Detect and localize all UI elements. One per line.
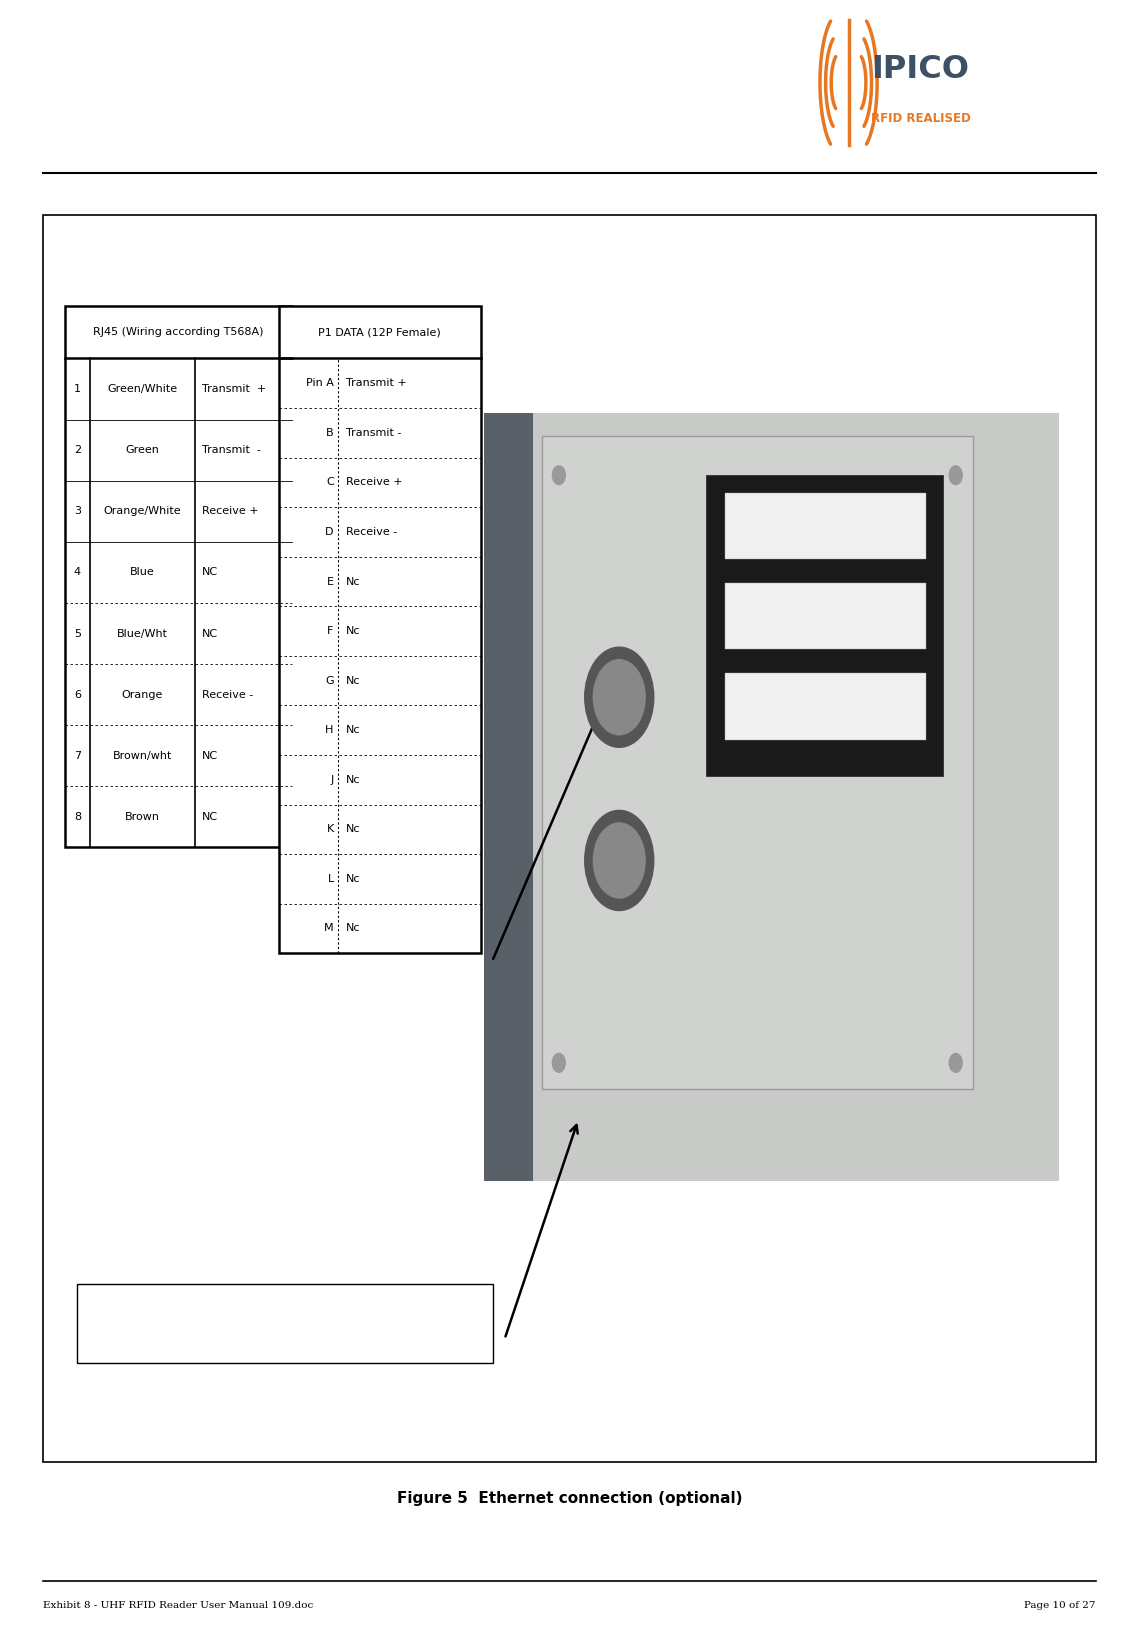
Text: NC: NC [202,567,218,578]
Text: 2: 2 [74,444,81,456]
Bar [541,436,973,1089]
Bar [724,674,926,740]
Text: D: D [326,527,334,537]
Bar [65,306,292,847]
Text: Refer to: Refer to [91,1317,145,1330]
Text: Green/White: Green/White [107,383,178,395]
Text: Exhibit 8 - UHF RFID Reader User Manual 109.doc: Exhibit 8 - UHF RFID Reader User Manual … [43,1601,313,1611]
Text: Nc: Nc [346,676,361,686]
Circle shape [593,823,645,899]
Bar [484,413,1059,1181]
Text: H: H [326,725,334,735]
Text: Brown: Brown [125,811,159,823]
Text: 3: 3 [74,506,81,517]
Text: Orange/White: Orange/White [104,506,181,517]
Text: C: C [326,477,334,487]
Text: 6: 6 [74,689,81,700]
Bar [279,306,481,953]
Text: 1: 1 [74,383,81,395]
Circle shape [949,1054,962,1072]
Circle shape [552,1054,565,1072]
Text: E: E [327,577,334,586]
Text: Orange: Orange [122,689,163,700]
Text: F: F [327,626,334,636]
Circle shape [949,466,962,484]
Text: Transmit +: Transmit + [346,378,407,388]
Text: Nc: Nc [346,923,361,933]
Text: Figure 2: Figure 2 [155,1317,213,1330]
Text: 5: 5 [74,628,81,639]
Circle shape [552,466,565,484]
Text: 8: 8 [74,811,81,823]
Bar [724,494,926,560]
Text: Page 10 of 27: Page 10 of 27 [1024,1601,1096,1611]
Text: Receive +: Receive + [346,477,403,487]
Bar [724,583,926,649]
Text: Nc: Nc [346,775,361,785]
Text: Nc: Nc [346,626,361,636]
Circle shape [593,659,645,735]
Text: B: B [326,428,334,438]
Text: NC: NC [202,750,218,762]
Text: RJ45 (Wiring according T568A): RJ45 (Wiring according T568A) [93,327,263,337]
Bar [77,1284,493,1363]
Bar [43,215,1096,1462]
Bar [705,476,943,775]
Text: 3: 3 [245,1317,254,1330]
Text: L: L [328,874,334,884]
Text: Transmit  -: Transmit - [202,444,261,456]
Text: Transmit -: Transmit - [346,428,402,438]
Text: Blue: Blue [130,567,155,578]
Text: IPICO: IPICO [871,55,969,84]
Text: NC: NC [202,811,218,823]
Text: Figure 5  Ethernet connection (optional): Figure 5 Ethernet connection (optional) [396,1490,743,1507]
Text: Receive +: Receive + [202,506,259,517]
Text: P1 DATA (12P Female): P1 DATA (12P Female) [319,327,441,337]
Text: Nc: Nc [346,725,361,735]
Text: M: M [325,923,334,933]
Bar [484,413,533,1181]
Text: 4: 4 [74,567,81,578]
Text: Nc: Nc [346,874,361,884]
Text: Blue/Wht: Blue/Wht [117,628,167,639]
Text: K: K [327,824,334,834]
Text: Receive -: Receive - [202,689,253,700]
Text: Receive -: Receive - [346,527,398,537]
Text: Nc: Nc [346,824,361,834]
Text: J: J [330,775,334,785]
Circle shape [584,648,654,747]
Text: Brown/wht: Brown/wht [113,750,172,762]
Text: for Power connection: for Power connection [253,1317,388,1330]
Text: RFID REALISED: RFID REALISED [871,112,972,126]
Text: Nc: Nc [346,577,361,586]
Text: G: G [325,676,334,686]
Text: Green: Green [125,444,159,456]
Text: Transmit  +: Transmit + [202,383,265,395]
Text: or: or [216,1317,237,1330]
Text: NC: NC [202,628,218,639]
Circle shape [584,811,654,910]
Text: 7: 7 [74,750,81,762]
Text: Pin A: Pin A [306,378,334,388]
